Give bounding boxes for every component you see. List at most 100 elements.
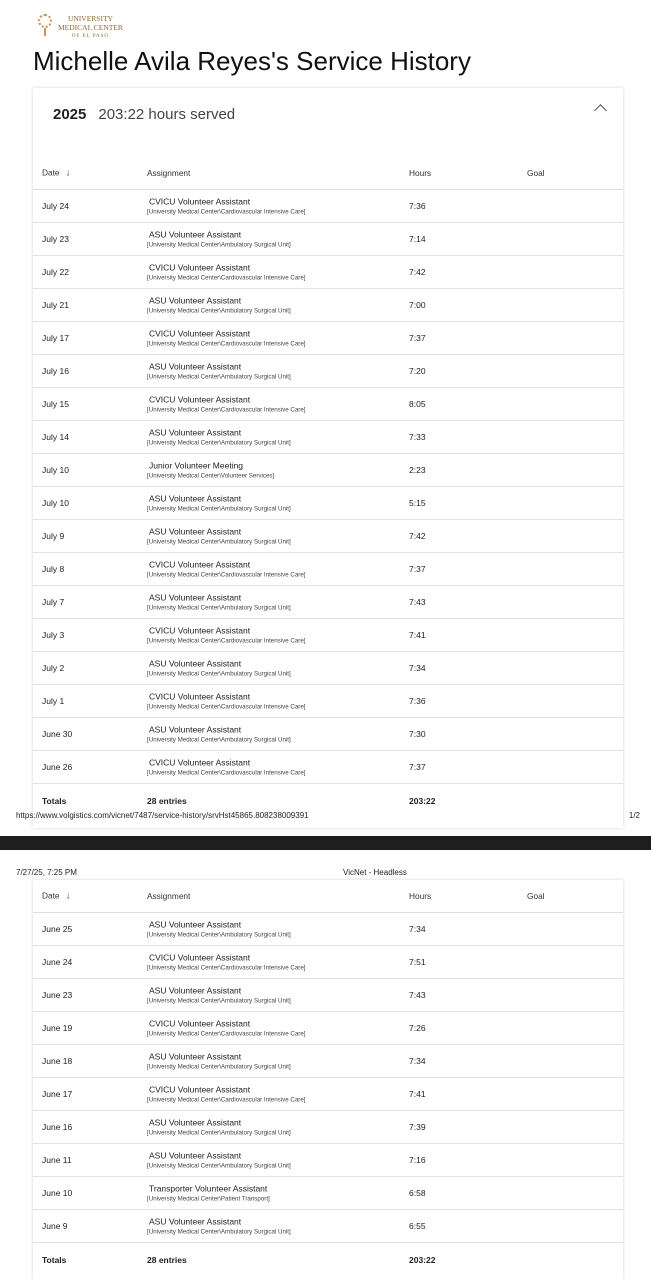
row-assignment: ASU Volunteer Assistant [University Medic… <box>147 494 291 513</box>
totals-hours: 203:22 <box>409 1254 436 1265</box>
row-date: June 24 <box>42 957 73 967</box>
row-date: July 17 <box>42 333 69 343</box>
table-row: June 23 ASU Volunteer Assistant [Universit… <box>33 979 623 1012</box>
assignment-path: [University Medical Center\Cardiovascula… <box>147 406 306 414</box>
table-row: July 10 ASU Volunteer Assistant [Universit… <box>33 487 623 520</box>
arrow-down-icon[interactable]: ↓ <box>65 167 71 179</box>
assignment-title: CVICU Volunteer Assistant <box>149 952 251 963</box>
row-assignment: CVICU Volunteer Assistant [University Med… <box>147 1019 306 1038</box>
assignment-title: ASU Volunteer Assistant <box>149 229 242 240</box>
assignment-path: [University Medical Center\Ambulatory Su… <box>147 439 291 447</box>
table-row: June 30 ASU Volunteer Assistant [Universit… <box>33 718 623 751</box>
column-hours: Hours <box>409 891 432 901</box>
row-hours: 7:00 <box>409 300 426 310</box>
row-hours: 7:39 <box>409 1122 426 1132</box>
row-date: June 30 <box>42 729 73 739</box>
assignment-title: Junior Volunteer Meeting <box>149 460 244 471</box>
assignment-path: [University Medical Center\Ambulatory Su… <box>147 1063 291 1071</box>
column-hours: Hours <box>409 168 432 178</box>
row-assignment: ASU Volunteer Assistant [University Medic… <box>147 593 291 612</box>
row-assignment: ASU Volunteer Assistant [University Medic… <box>147 230 291 249</box>
assignment-path: [University Medical Center\Cardiovascula… <box>147 637 306 645</box>
assignment-title: CVICU Volunteer Assistant <box>149 691 251 702</box>
assignment-title: CVICU Volunteer Assistant <box>149 196 251 207</box>
assignment-path: [University Medical Center\Cardiovascula… <box>147 964 306 972</box>
table-row: July 2 ASU Volunteer Assistant [University… <box>33 652 623 685</box>
assignment-title: ASU Volunteer Assistant <box>149 985 242 996</box>
table-row: July 22 CVICU Volunteer Assistant [Univers… <box>33 256 623 289</box>
row-hours: 7:20 <box>409 366 426 376</box>
table-row: June 25 ASU Volunteer Assistant [Universit… <box>33 913 623 946</box>
assignment-path: [University Medical Center\Cardiovascula… <box>147 1030 306 1038</box>
assignment-path: [University Medical Center\Ambulatory Su… <box>147 1228 291 1236</box>
row-assignment: CVICU Volunteer Assistant [University Med… <box>147 692 306 711</box>
row-assignment: CVICU Volunteer Assistant [University Med… <box>147 626 306 645</box>
table-header: Date ↓ Assignment Hours Goal <box>33 880 623 913</box>
row-date: July 22 <box>42 267 69 277</box>
column-assignment: Assignment <box>147 168 191 178</box>
assignment-path: [University Medical Center\Ambulatory Su… <box>147 931 291 939</box>
assignment-title: ASU Volunteer Assistant <box>149 724 242 735</box>
assignment-path: [University Medical Center\Ambulatory Su… <box>147 736 291 744</box>
table-row: July 17 CVICU Volunteer Assistant [Univers… <box>33 322 623 355</box>
table-row: July 21 ASU Volunteer Assistant [Universit… <box>33 289 623 322</box>
table-row: July 7 ASU Volunteer Assistant [University… <box>33 586 623 619</box>
totals-row: Totals 28 entries 203:22 <box>33 784 623 817</box>
table-header: Date ↓ Assignment Hours Goal <box>33 157 623 190</box>
assignment-title: ASU Volunteer Assistant <box>149 1150 242 1161</box>
column-goal: Goal <box>527 168 545 178</box>
row-hours: 7:37 <box>409 564 426 574</box>
column-assignment: Assignment <box>147 891 191 901</box>
table-row: June 16 ASU Volunteer Assistant [Universit… <box>33 1111 623 1144</box>
assignment-title: ASU Volunteer Assistant <box>149 1117 242 1128</box>
arrow-down-icon[interactable]: ↓ <box>65 890 71 902</box>
table-row: July 24 CVICU Volunteer Assistant [Univers… <box>33 190 623 223</box>
totals-row: Totals 28 entries 203:22 <box>33 1243 623 1276</box>
row-assignment: ASU Volunteer Assistant [University Medic… <box>147 986 291 1005</box>
column-goal: Goal <box>527 891 545 901</box>
column-date[interactable]: Date ↓ <box>42 891 71 902</box>
row-assignment: CVICU Volunteer Assistant [University Med… <box>147 197 306 216</box>
page-number: 1/2 <box>628 811 640 820</box>
row-date: July 16 <box>42 366 69 376</box>
column-date[interactable]: Date ↓ <box>42 168 71 179</box>
year-label: 2025 <box>53 105 87 123</box>
row-hours: 7:33 <box>409 432 426 442</box>
assignment-title: ASU Volunteer Assistant <box>149 1216 242 1227</box>
assignment-path: [University Medical Center\Ambulatory Su… <box>147 670 291 678</box>
table-row: July 23 ASU Volunteer Assistant [Universit… <box>33 223 623 256</box>
assignment-title: ASU Volunteer Assistant <box>149 361 242 372</box>
totals-label: Totals <box>42 1254 67 1265</box>
row-date: June 23 <box>42 990 73 1000</box>
row-hours: 7:41 <box>409 630 426 640</box>
table-row: July 3 CVICU Volunteer Assistant [Universi… <box>33 619 623 652</box>
table-row: July 10 Junior Volunteer Meeting [Universi… <box>33 454 623 487</box>
totals-hours: 203:22 <box>409 795 436 806</box>
assignment-title: ASU Volunteer Assistant <box>149 919 242 930</box>
column-date-label: Date <box>42 890 60 901</box>
row-hours: 8:05 <box>409 399 426 409</box>
row-assignment: CVICU Volunteer Assistant [University Med… <box>147 560 306 579</box>
row-hours: 2:23 <box>409 465 426 475</box>
print-doc-title: VicNet - Headless <box>343 868 407 877</box>
row-date: July 9 <box>42 531 65 541</box>
table-row: July 15 CVICU Volunteer Assistant [Univers… <box>33 388 623 421</box>
row-hours: 7:26 <box>409 1023 426 1033</box>
year-header[interactable]: 2025 203:22 hours served <box>33 88 623 140</box>
row-assignment: CVICU Volunteer Assistant [University Med… <box>147 1085 306 1104</box>
assignment-path: [University Medical Center\Ambulatory Su… <box>147 505 291 513</box>
assignment-title: CVICU Volunteer Assistant <box>149 328 251 339</box>
page-title: Michelle Avila Reyes's Service History <box>33 46 471 76</box>
table-row: June 19 CVICU Volunteer Assistant [Univers… <box>33 1012 623 1045</box>
assignment-title: ASU Volunteer Assistant <box>149 526 242 537</box>
row-hours: 7:16 <box>409 1155 426 1165</box>
assignment-path: [University Medical Center\Volunteer Ser… <box>147 472 275 480</box>
row-hours: 7:43 <box>409 990 426 1000</box>
row-date: July 3 <box>42 630 65 640</box>
chevron-up-icon[interactable] <box>594 104 607 117</box>
row-assignment: CVICU Volunteer Assistant [University Med… <box>147 263 306 282</box>
assignment-path: [University Medical Center\Cardiovascula… <box>147 340 306 348</box>
row-date: June 10 <box>42 1188 73 1198</box>
totals-label: Totals <box>42 795 67 806</box>
logo-line: OF EL PASO <box>71 34 110 39</box>
